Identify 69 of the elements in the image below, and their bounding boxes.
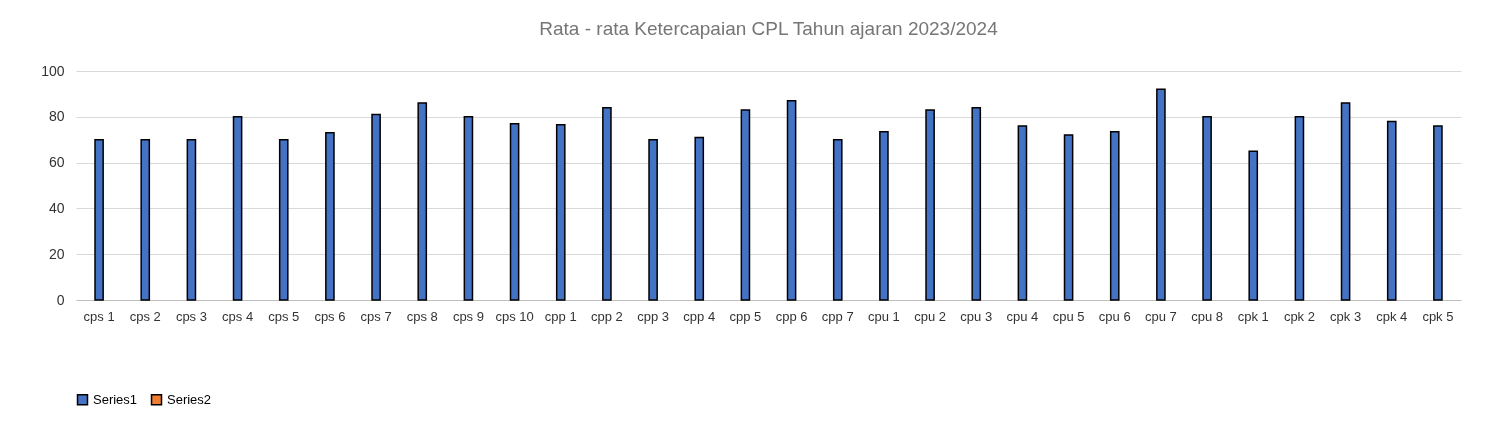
x-tick-label: cpu 1 (868, 308, 900, 324)
x-tick-label: cpp 5 (729, 308, 762, 324)
bar (1109, 130, 1120, 301)
y-tick-label: 20 (48, 245, 65, 262)
x-tick-label: cps 3 (175, 308, 207, 324)
x-tick-label: cpk 3 (1330, 308, 1362, 324)
x-tick-label: cpu 4 (1006, 308, 1039, 324)
y-tick-label: 80 (48, 108, 65, 125)
y-tick-label: 0 (56, 291, 65, 308)
bar (879, 130, 889, 301)
x-tick-label: cpp 6 (775, 308, 808, 324)
y-tick-label: 100 (41, 62, 65, 79)
bar (648, 138, 658, 301)
x-tick-label: cps 8 (406, 308, 438, 324)
bar (278, 138, 289, 301)
bar (186, 138, 197, 301)
bar (1433, 125, 1443, 301)
x-tick-label: cpu 2 (914, 308, 946, 324)
x-tick-label: cpp 1 (544, 308, 577, 324)
bar (417, 102, 428, 301)
legend-label: Series2 (167, 391, 212, 407)
bar (832, 138, 843, 301)
bar (971, 106, 982, 301)
x-tick-label: cpk 2 (1283, 308, 1315, 324)
x-tick-label: cpp 3 (637, 308, 669, 324)
x-tick-label: cpu 3 (960, 308, 993, 324)
x-tick-label: cps 1 (83, 308, 115, 324)
x-tick-label: cps 9 (452, 308, 484, 324)
bar (509, 122, 520, 301)
bar (925, 109, 935, 301)
x-tick-label: cpp 4 (683, 308, 716, 324)
bar (371, 113, 381, 301)
bar (602, 106, 612, 301)
bar (94, 138, 104, 301)
x-tick-label: cps 10 (495, 308, 534, 324)
x-tick-label: cpu 5 (1052, 308, 1085, 324)
y-tick-label: 40 (48, 199, 65, 216)
x-tick-label: cps 4 (222, 308, 254, 324)
bar (1248, 150, 1259, 301)
bar (694, 136, 705, 301)
x-tick-label: cpk 4 (1376, 308, 1408, 324)
x-tick-label: cps 6 (314, 308, 346, 324)
bar (1386, 120, 1397, 301)
x-tick-label: cps 7 (360, 308, 392, 324)
x-tick-label: cpp 7 (821, 308, 854, 324)
bar (1017, 125, 1028, 301)
x-tick-label: cpk 1 (1237, 308, 1269, 324)
x-tick-label: cpk 5 (1422, 308, 1454, 324)
bar (1156, 88, 1166, 301)
bar (1063, 134, 1074, 301)
bar (786, 100, 797, 301)
bar (232, 116, 243, 301)
x-tick-label: cpp 2 (591, 308, 623, 324)
chart-title: Rata - rata Ketercapaian CPL Tahun ajaran 2023/2024 (539, 18, 999, 39)
bar (1340, 102, 1351, 301)
x-tick-label: cpu 6 (1098, 308, 1131, 324)
x-tick-label: cpu 8 (1191, 308, 1223, 324)
legend-label: Series1 (93, 391, 138, 407)
bar (140, 138, 151, 301)
bar (1202, 116, 1212, 301)
bar (325, 132, 335, 301)
bar (463, 116, 474, 301)
y-tick-label: 60 (48, 154, 65, 171)
bar (1294, 116, 1305, 301)
x-tick-label: cpu 7 (1145, 308, 1177, 324)
bar (555, 124, 566, 301)
x-tick-label: cps 5 (268, 308, 300, 324)
x-tick-label: cps 2 (129, 308, 161, 324)
bar (740, 109, 751, 301)
